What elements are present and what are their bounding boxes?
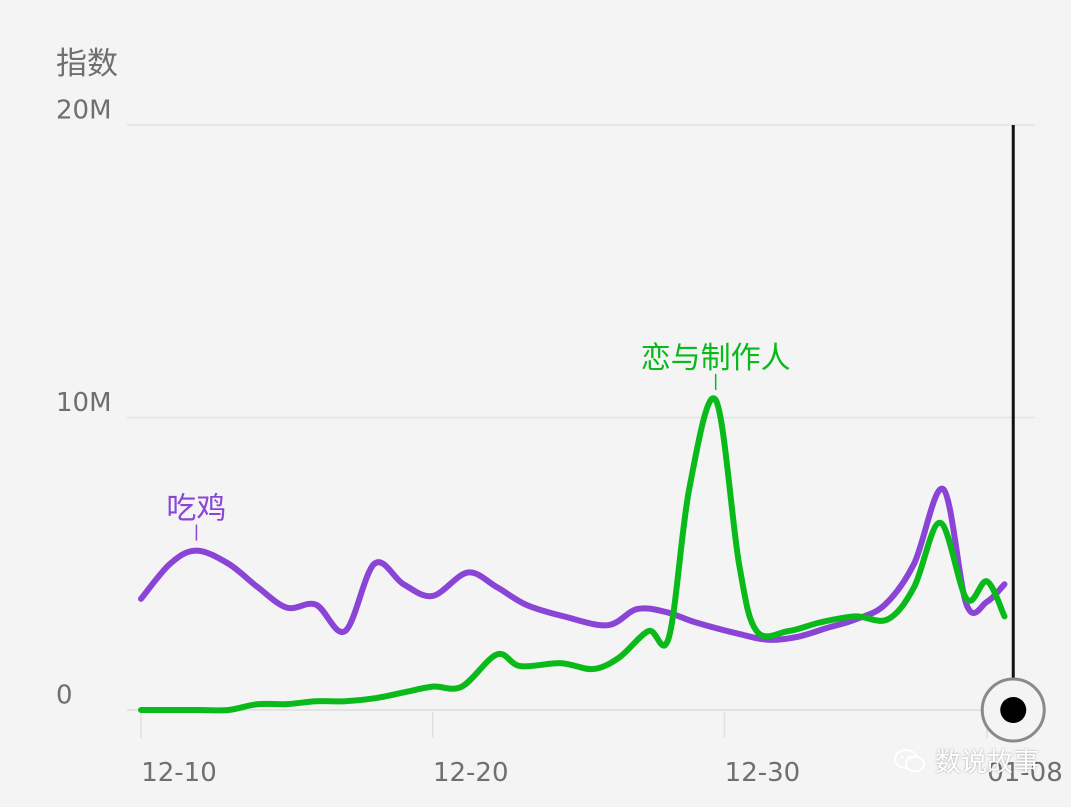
y-axis-unit-label: 指数 <box>56 46 118 82</box>
cursor-handle-dot <box>1000 697 1027 723</box>
y-tick-label: 10M <box>56 388 112 418</box>
watermark: 数说故事 <box>893 742 1039 779</box>
x-tick-label: 01-08 <box>987 758 1063 788</box>
x-tick-label: 12-30 <box>725 758 801 788</box>
series-line-1 <box>138 486 1008 643</box>
x-tick-label: 12-20 <box>433 758 509 788</box>
series-line-2 <box>138 395 1008 714</box>
x-tick-label: 12-10 <box>141 758 217 788</box>
series-label: 恋与制作人 <box>641 341 791 376</box>
y-tick-label: 0 <box>56 681 73 711</box>
wechat-icon <box>894 748 925 772</box>
series-label: 吃鸡 <box>166 492 226 527</box>
y-tick-label: 20M <box>56 96 112 126</box>
watermark-text: 数说故事 <box>935 748 1040 778</box>
